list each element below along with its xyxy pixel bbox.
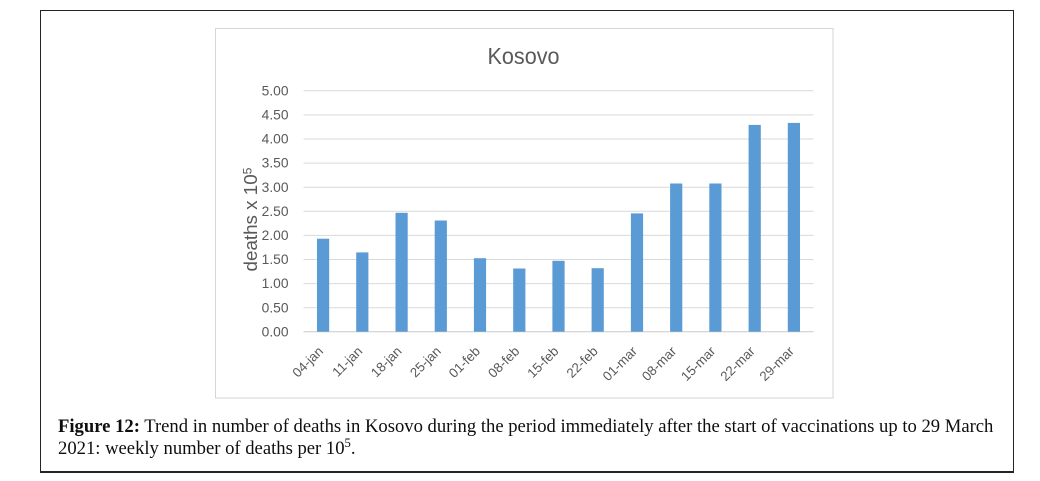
- svg-text:4.50: 4.50: [261, 108, 288, 123]
- svg-text:1.00: 1.00: [261, 276, 288, 291]
- svg-text:4.00: 4.00: [261, 132, 288, 147]
- svg-text:3.00: 3.00: [261, 180, 288, 195]
- svg-text:1.50: 1.50: [261, 252, 288, 267]
- svg-text:2.00: 2.00: [261, 228, 288, 243]
- svg-text:deaths x 105: deaths x 105: [240, 167, 261, 271]
- svg-text:0.00: 0.00: [261, 324, 288, 339]
- svg-text:2.50: 2.50: [261, 204, 288, 219]
- svg-text:5.00: 5.00: [261, 83, 288, 98]
- svg-text:3.50: 3.50: [261, 156, 288, 171]
- svg-text:Kosovo: Kosovo: [487, 43, 559, 69]
- svg-text:0.50: 0.50: [261, 300, 288, 315]
